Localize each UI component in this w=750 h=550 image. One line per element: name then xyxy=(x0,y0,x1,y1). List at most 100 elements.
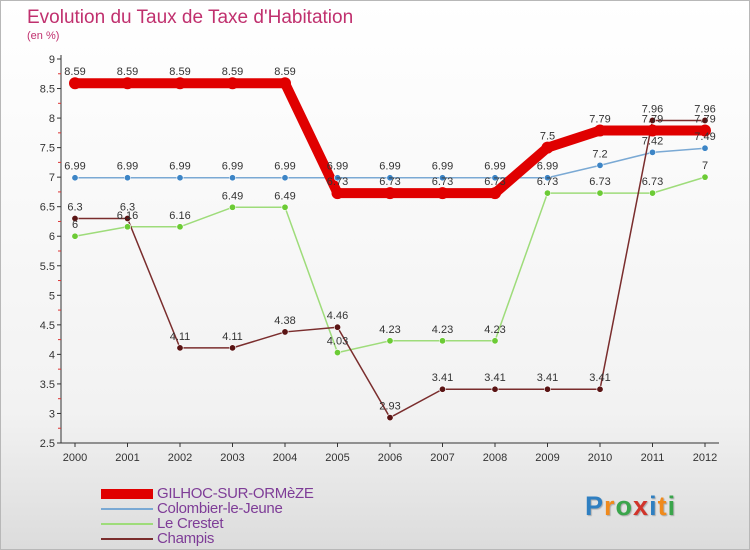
data-point xyxy=(69,77,81,90)
data-point xyxy=(438,385,446,393)
data-label: 4.38 xyxy=(274,315,295,327)
data-label: 7.79 xyxy=(589,113,610,125)
data-point xyxy=(71,215,79,223)
data-label: 3.41 xyxy=(589,372,610,384)
data-point xyxy=(124,174,132,182)
data-label: 4.11 xyxy=(222,331,243,343)
x-tick-label: 2004 xyxy=(273,452,297,464)
data-point xyxy=(333,349,341,357)
y-tick-label: 7.5 xyxy=(40,143,55,155)
data-label: 6.3 xyxy=(67,202,82,214)
data-label: 8.59 xyxy=(274,66,295,78)
data-label: 4.23 xyxy=(379,324,400,336)
data-point xyxy=(541,141,554,154)
y-tick-label: 4 xyxy=(49,349,55,361)
data-label: 6.99 xyxy=(432,161,453,173)
data-point xyxy=(438,337,446,345)
data-label: 6.99 xyxy=(537,161,558,173)
data-point xyxy=(594,124,606,137)
data-point xyxy=(331,187,344,200)
data-point xyxy=(491,385,499,393)
data-label: 4.46 xyxy=(327,310,348,322)
data-point xyxy=(701,116,709,124)
y-tick-label: 6.5 xyxy=(40,202,55,214)
legend-swatch xyxy=(101,507,153,510)
data-label: 3.41 xyxy=(537,372,558,384)
legend-swatch xyxy=(101,522,153,525)
legend-swatch xyxy=(101,488,153,499)
data-label: 6.73 xyxy=(327,176,348,188)
y-tick-label: 5 xyxy=(49,290,55,302)
logo-letter: o xyxy=(615,491,634,521)
data-label: 7.96 xyxy=(642,103,663,115)
y-tick-label: 6 xyxy=(49,231,55,243)
x-tick-label: 2005 xyxy=(325,452,349,464)
data-point xyxy=(543,174,551,182)
data-label: 8.59 xyxy=(222,66,243,78)
legend-swatch xyxy=(101,537,153,540)
data-point xyxy=(124,215,132,223)
legend: GILHOC-SUR-ORMèZE Colombier-le-Jeune Le Cr… xyxy=(101,485,314,547)
data-point xyxy=(176,174,184,182)
data-label: 6.73 xyxy=(484,176,505,188)
data-label: 4.23 xyxy=(432,324,453,336)
legend-label: GILHOC-SUR-ORMèZE xyxy=(157,485,314,502)
data-point xyxy=(121,77,134,90)
data-label: 7.2 xyxy=(592,148,607,160)
data-label: 6.49 xyxy=(222,190,243,202)
data-label: 6.73 xyxy=(432,176,453,188)
y-tick-label: 2.5 xyxy=(40,438,55,450)
data-label: 6.16 xyxy=(117,210,138,222)
data-label: 7.96 xyxy=(694,103,715,115)
data-point xyxy=(648,189,656,197)
data-point xyxy=(596,189,604,197)
data-point xyxy=(226,77,239,90)
y-tick-label: 3 xyxy=(49,408,55,420)
data-label: 6.49 xyxy=(274,190,295,202)
data-label: 2.93 xyxy=(379,401,400,413)
data-point xyxy=(386,414,394,422)
data-label: 4.11 xyxy=(170,331,191,343)
data-point xyxy=(229,344,237,352)
data-label: 6.99 xyxy=(64,161,85,173)
data-label: 6.3 xyxy=(120,202,135,214)
x-tick-label: 2010 xyxy=(588,452,612,464)
x-tick-label: 2000 xyxy=(63,452,87,464)
data-label: 6.99 xyxy=(169,161,190,173)
data-point xyxy=(71,232,79,240)
data-label: 6.99 xyxy=(327,161,348,173)
data-point xyxy=(174,77,186,90)
logo-letter: t xyxy=(657,491,668,521)
x-tick-label: 2006 xyxy=(378,452,402,464)
data-label: 3.41 xyxy=(432,372,453,384)
data-label: 6.73 xyxy=(379,176,400,188)
series-lines xyxy=(70,78,710,419)
data-point xyxy=(124,223,132,231)
data-point xyxy=(436,187,449,200)
data-point xyxy=(281,174,289,182)
data-label: 6.16 xyxy=(169,210,190,222)
data-label: 7 xyxy=(702,160,708,172)
x-tick-label: 2002 xyxy=(168,452,192,464)
legend-label: Colombier-le-Jeune xyxy=(157,500,283,517)
legend-label: Le Crestet xyxy=(157,515,224,532)
data-label: 4.03 xyxy=(327,336,348,348)
x-tick-label: 2011 xyxy=(641,452,665,464)
data-label: 6.73 xyxy=(642,176,663,188)
data-point xyxy=(176,223,184,231)
series-markers xyxy=(69,77,711,422)
y-tick-label: 5.5 xyxy=(40,261,55,273)
data-point xyxy=(384,187,396,200)
data-label: 6.99 xyxy=(117,161,138,173)
data-label: 6 xyxy=(72,219,78,231)
data-point xyxy=(646,124,659,137)
y-tick-label: 9 xyxy=(49,54,55,66)
data-point xyxy=(701,144,709,152)
data-point xyxy=(333,174,341,182)
y-tick-label: 4.5 xyxy=(40,320,55,332)
data-point xyxy=(386,174,394,182)
data-label: 8.59 xyxy=(117,66,138,78)
x-tick-label: 2008 xyxy=(483,452,507,464)
data-label: 6.73 xyxy=(589,176,610,188)
